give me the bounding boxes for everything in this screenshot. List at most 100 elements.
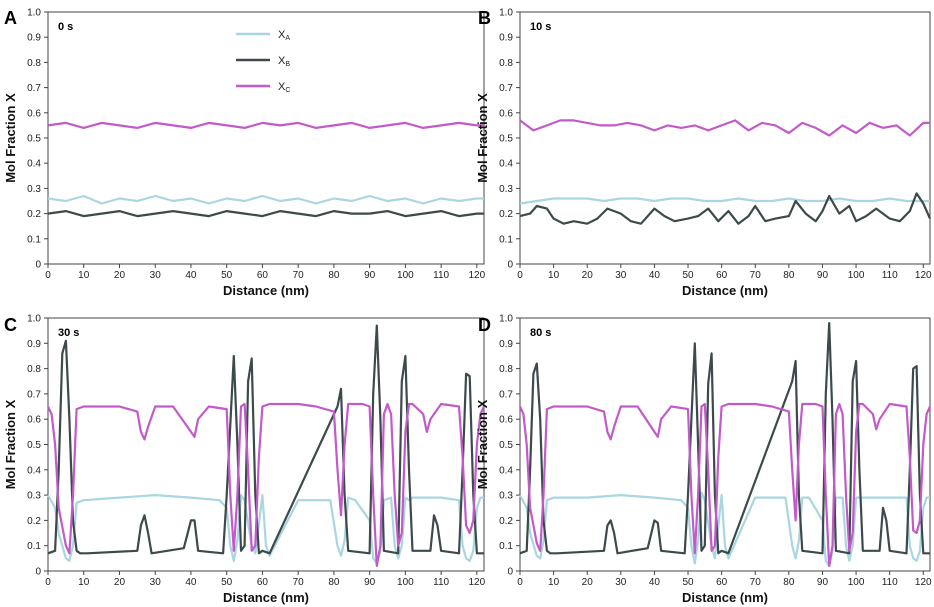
x-tick-label: 90 [364,577,376,588]
x-tick-label: 50 [682,270,694,281]
series-line-xa [519,197,930,205]
legend-label-xb: XB [278,55,290,68]
x-tick-label: 100 [397,270,414,281]
x-tick-label: 110 [433,577,449,588]
x-tick-label: 90 [364,270,376,281]
x-tick-label: 100 [397,577,414,588]
y-tick-label: 0.4 [27,465,41,476]
y-tick-label: 0.2 [27,516,41,527]
y-tick-label: 1.0 [499,314,513,325]
x-tick-label: 70 [750,577,762,588]
x-tick-label: 80 [328,577,340,588]
x-tick-label: 90 [817,577,829,588]
x-tick-label: 40 [185,577,197,588]
y-axis-title: Mol Fraction X [3,399,18,489]
x-tick-label: 100 [848,270,865,281]
y-tick-label: 0.8 [499,58,513,69]
x-tick-label: 40 [185,270,197,281]
series-line-xb [519,322,930,555]
x-tick-label: 0 [45,270,51,281]
x-tick-label: 30 [615,270,627,281]
time-label: 10 s [530,21,551,33]
x-tick-label: 50 [221,270,233,281]
plot-frame [47,11,485,265]
series-line-xb [519,192,932,225]
x-tick-label: 120 [469,577,486,588]
y-axis-title: Mol Fraction X [3,93,18,183]
legend-label-xc: XC [278,81,290,94]
y-tick-label: 0.9 [27,33,41,44]
y-tick-label: 0.1 [27,234,41,245]
x-tick-label: 0 [517,270,523,281]
series-line-xc [47,402,485,568]
y-tick-label: 0.1 [499,541,513,552]
y-tick-label: 0.1 [27,541,41,552]
series-line-xa [519,491,930,568]
x-axis-title: Distance (nm) [223,283,309,298]
y-tick-label: 0 [35,567,41,578]
y-tick-label: 0.7 [499,83,513,94]
y-tick-label: 0.4 [27,159,41,170]
y-tick-label: 0.9 [27,339,41,350]
x-tick-label: 20 [582,270,594,281]
x-tick-label: 80 [783,577,795,588]
y-tick-label: 0 [507,260,513,271]
x-axis-title: Distance (nm) [223,590,309,605]
x-tick-label: 10 [548,577,560,588]
y-tick-label: 0.7 [27,83,41,94]
y-tick-label: 0.1 [499,234,513,245]
y-tick-label: 0 [35,260,41,271]
y-tick-label: 1.0 [499,8,513,19]
y-tick-label: 0.7 [27,389,41,400]
y-tick-label: 0.4 [499,159,513,170]
y-tick-label: 1.0 [27,8,41,19]
y-tick-label: 0.3 [27,491,41,502]
y-tick-label: 0.8 [27,364,41,375]
x-tick-label: 110 [882,270,898,281]
y-tick-label: 0.6 [499,108,513,119]
panel-C: 0 10 20 30 40 50 60 70 80 90 100 110 120 0 0.1 0.2 0.3 0.… [3,314,486,606]
panel-B: 0 10 20 30 40 50 60 70 80 90 100 110 120 0 0.1 0.2 0.3 0.… [475,8,932,299]
x-tick-label: 0 [517,577,523,588]
x-tick-label: 30 [150,577,162,588]
y-tick-label: 0.2 [499,209,513,220]
x-tick-label: 40 [649,577,661,588]
y-tick-label: 0.9 [499,33,513,44]
x-tick-label: 20 [114,577,126,588]
series-line-xc [518,402,932,568]
x-tick-label: 30 [150,270,162,281]
x-tick-label: 20 [114,270,126,281]
y-tick-label: 0.5 [27,440,41,451]
x-tick-label: 70 [293,270,305,281]
x-tick-label: 120 [469,270,486,281]
y-tick-label: 0.3 [499,491,513,502]
y-tick-label: 0.6 [27,108,41,119]
x-tick-label: 70 [750,270,762,281]
x-tick-label: 70 [293,577,305,588]
x-tick-label: 80 [328,270,340,281]
panel-A: 0 10 20 30 40 50 60 70 80 90 100 110 120 0 0.1 0.2 0.3 0.… [3,8,486,299]
x-tick-label: 50 [221,577,233,588]
y-axis-title: Mol Fraction X [475,93,490,183]
series-line-xc [519,119,930,137]
y-tick-label: 0.8 [27,58,41,69]
x-tick-label: 10 [78,270,90,281]
x-tick-label: 30 [615,577,627,588]
x-tick-label: 110 [433,270,449,281]
x-axis-title: Distance (nm) [682,590,768,605]
x-tick-label: 60 [257,577,269,588]
y-tick-label: 0.8 [499,364,513,375]
x-tick-label: 110 [882,577,898,588]
y-tick-label: 0.6 [499,415,513,426]
y-tick-label: 0 [507,567,513,578]
x-tick-label: 60 [257,270,269,281]
plot-frame [519,11,931,265]
x-tick-label: 20 [582,577,594,588]
y-tick-label: 0.5 [499,134,513,145]
x-tick-label: 10 [78,577,90,588]
time-label: 30 s [58,327,79,339]
x-tick-label: 0 [45,577,51,588]
legend: XA XB XC [236,29,290,94]
